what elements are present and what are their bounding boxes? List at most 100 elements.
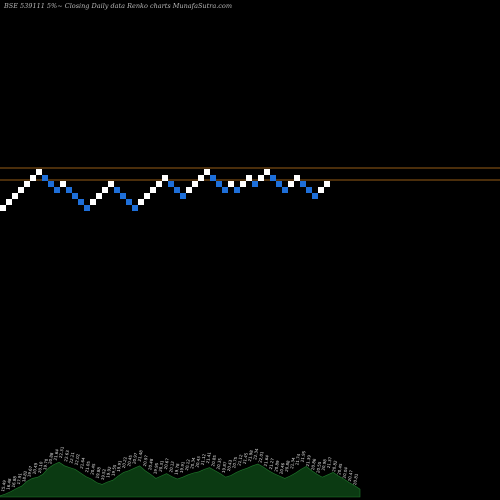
renko-brick-up (138, 199, 144, 205)
renko-brick-down (54, 187, 60, 193)
date-label: 21.39 (305, 454, 312, 467)
date-label: 20.85 (210, 454, 217, 467)
date-label: 20.45 (126, 454, 133, 467)
date-label: 21.64 (79, 457, 86, 470)
date-label: 22.01 (257, 451, 264, 464)
date-label: 19.55 (110, 464, 117, 477)
date-label: 20.45 (336, 463, 343, 476)
renko-brick-down (180, 193, 186, 199)
renko-brick-up (102, 187, 108, 193)
date-label: 20.97 (142, 454, 149, 467)
renko-brick-up (192, 181, 198, 187)
date-label: 19.67 (26, 465, 33, 478)
renko-brick-up (36, 169, 42, 175)
date-label: 19.95 (152, 462, 159, 475)
date-label: 20.10 (37, 461, 44, 474)
date-label: 20.89 (273, 460, 280, 473)
date-label: 19.70 (42, 458, 49, 471)
date-label: 20.45 (89, 463, 96, 476)
renko-brick-up (204, 169, 210, 175)
date-label: 20.34 (189, 457, 196, 470)
renko-brick-down (276, 181, 282, 187)
renko-brick-up (18, 187, 24, 193)
renko-brick-down (84, 205, 90, 211)
renko-brick-up (294, 175, 300, 181)
date-label: 20.67 (163, 457, 170, 470)
date-label: 19.88 (95, 466, 102, 479)
date-label: 22.34 (252, 448, 259, 461)
renko-brick-down (78, 199, 84, 205)
renko-brick-down (312, 193, 318, 199)
date-label: 19.78 (173, 463, 180, 476)
renko-brick-up (60, 181, 66, 187)
date-label: 20.22 (121, 456, 128, 469)
date-label: 20.88 (47, 452, 54, 465)
date-label: 20.04 (342, 466, 349, 479)
date-label: 20.75 (231, 456, 238, 469)
date-label: 21.48 (137, 449, 144, 462)
date-label: 21.34 (289, 457, 296, 470)
renko-brick-down (174, 187, 180, 193)
renko-brick-down (222, 187, 228, 193)
date-label: 19.91 (179, 461, 186, 474)
date-label: 20.48 (147, 458, 154, 471)
renko-brick-up (246, 175, 252, 181)
date-label: 21.41 (205, 451, 212, 464)
renko-brick-up (264, 169, 270, 175)
volume-area (0, 461, 361, 498)
renko-brick-up (162, 175, 168, 181)
renko-brick-down (252, 181, 258, 187)
renko-brick-up (324, 181, 330, 187)
date-label: 22.63 (63, 449, 70, 462)
date-label: 20.47 (347, 469, 354, 482)
date-label: 21.05 (84, 460, 91, 473)
renko-brick-down (132, 205, 138, 211)
date-label: 19.52 (100, 468, 107, 481)
date-label: 16.48 (5, 478, 12, 491)
date-label: 20.43 (226, 459, 233, 472)
date-label: 21.27 (268, 457, 275, 470)
date-label: 19.92 (105, 466, 112, 479)
date-label: 20.46 (279, 462, 286, 475)
date-label: 21.74 (294, 453, 301, 466)
date-label: 22.21 (68, 451, 75, 464)
date-label: 21.12 (200, 453, 207, 466)
date-label: 16.88 (11, 475, 18, 488)
date-label: 20.43 (194, 455, 201, 468)
renko-brick-down (120, 193, 126, 199)
renko-brick-up (96, 193, 102, 199)
date-label: 20.55 (315, 461, 322, 474)
renko-brick-down (66, 187, 72, 193)
renko-brick-down (42, 175, 48, 181)
renko-brick-down (306, 187, 312, 193)
renko-brick-up (144, 193, 150, 199)
renko-brick-down (216, 181, 222, 187)
date-label: 20.31 (158, 460, 165, 473)
renko-brick-down (48, 181, 54, 187)
volume-area-path (0, 461, 361, 498)
date-label: 20.49 (32, 462, 39, 475)
renko-brick-up (30, 175, 36, 181)
date-label: 17.91 (16, 472, 23, 485)
renko-brick-up (0, 205, 6, 211)
renko-brick-up (258, 175, 264, 181)
date-label: 20.88 (284, 460, 291, 473)
chart-title: BSE 539111 5%~ Closing Daily data Renko … (4, 2, 232, 10)
renko-brick-up (150, 187, 156, 193)
date-label: 21.64 (53, 448, 60, 461)
renko-brick-down (210, 175, 216, 181)
renko-brick-down (72, 193, 78, 199)
renko-brick-up (186, 187, 192, 193)
renko-brick-up (156, 181, 162, 187)
renko-brick-up (6, 199, 12, 205)
date-label: 21.95 (300, 450, 307, 463)
date-label: 19.87 (221, 461, 228, 474)
date-label: 20.12 (184, 458, 191, 471)
renko-brick-down (234, 187, 240, 193)
date-label: 21.98 (247, 449, 254, 462)
renko-brick-down (168, 181, 174, 187)
renko-brick-up (108, 181, 114, 187)
date-label: 21.45 (242, 452, 249, 465)
date-label: 19.91 (116, 460, 123, 473)
